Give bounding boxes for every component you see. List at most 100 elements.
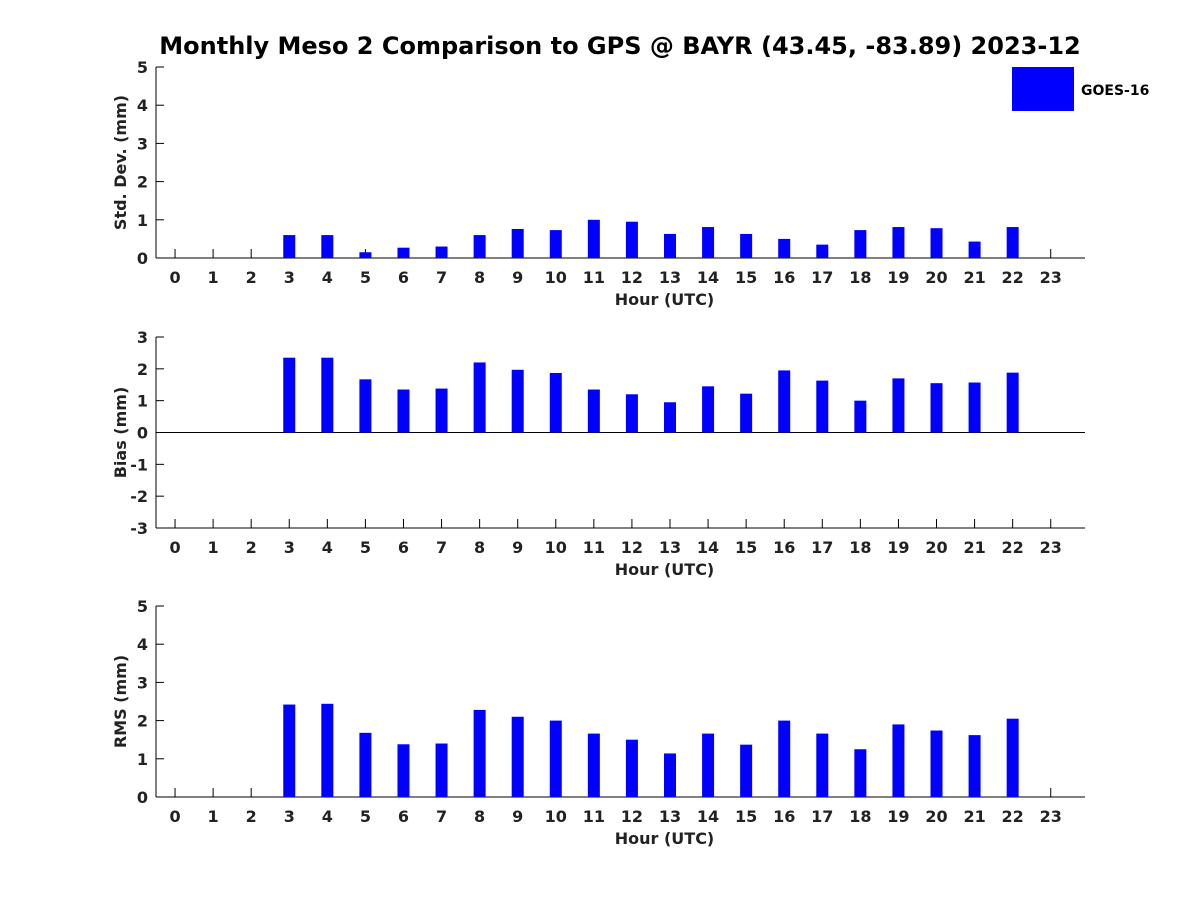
panel2-x-tick-label: 17 <box>811 807 833 826</box>
panel1-x-tick-label: 17 <box>811 538 833 557</box>
panel0-x-tick-label: 17 <box>811 268 833 287</box>
panel0-x-tick-label: 6 <box>398 268 409 287</box>
panel2-bar-hour-8 <box>473 709 486 797</box>
panel1-x-tick-label: 7 <box>436 538 447 557</box>
panel2-x-tick-label: 22 <box>1002 807 1024 826</box>
panel0-x-tick-label: 0 <box>169 268 180 287</box>
panel0-bar-hour-4 <box>321 235 334 258</box>
panel1-x-tick-label: 16 <box>773 538 795 557</box>
panel0-bar-hour-18 <box>854 230 867 258</box>
panel2-bar-hour-12 <box>625 739 638 797</box>
panel0-bar-hour-21 <box>968 241 981 258</box>
panel2-x-tick-label: 4 <box>322 807 333 826</box>
panel2-x-tick-label: 2 <box>246 807 257 826</box>
panel1-x-tick-label: 18 <box>849 538 871 557</box>
panel0-bar-hour-20 <box>930 228 943 258</box>
panel0-bar-hour-13 <box>663 233 676 258</box>
panel0-y-tick-label: 5 <box>137 58 148 77</box>
panel2-y-tick-label: 3 <box>137 673 148 692</box>
panel2-x-tick-label: 11 <box>583 807 605 826</box>
panel1-x-tick-label: 13 <box>659 538 681 557</box>
panel2-bar-hour-15 <box>740 744 753 797</box>
panel1-bar-hour-7 <box>435 388 448 433</box>
panel0-x-tick-label: 23 <box>1040 268 1062 287</box>
panel1-bar-hour-3 <box>283 357 296 433</box>
panel2-x-tick-label: 18 <box>849 807 871 826</box>
panel2-x-axis-label: Hour (UTC) <box>615 829 715 848</box>
panel2-x-tick-label: 14 <box>697 807 719 826</box>
panel1-y-tick-label: 3 <box>137 328 148 347</box>
panel0-bar-hour-17 <box>816 244 829 258</box>
panel0-bar-hour-3 <box>283 235 296 258</box>
panel1-bar-hour-6 <box>397 389 410 433</box>
panel0-x-tick-label: 3 <box>284 268 295 287</box>
panel2-bar-hour-9 <box>511 716 524 797</box>
panel1-x-tick-label: 2 <box>246 538 257 557</box>
panel2-bar-hour-11 <box>587 733 600 797</box>
panel1-bar-hour-10 <box>549 372 562 433</box>
panel2-bar-hour-14 <box>702 733 715 797</box>
panel2-x-tick-label: 21 <box>963 807 985 826</box>
panel1-y-tick-label: -1 <box>130 455 148 474</box>
panel1-x-tick-label: 14 <box>697 538 719 557</box>
panel1-x-tick-label: 20 <box>925 538 947 557</box>
panel0-x-tick-label: 11 <box>583 268 605 287</box>
panel1-x-tick-label: 0 <box>169 538 180 557</box>
panel0-x-tick-label: 19 <box>887 268 909 287</box>
panel2-bar-hour-21 <box>968 735 981 797</box>
panel2-bar-hour-7 <box>435 743 448 797</box>
panel1-x-tick-label: 10 <box>545 538 567 557</box>
panel0-x-tick-label: 10 <box>545 268 567 287</box>
panel0-y-tick-label: 3 <box>137 134 148 153</box>
panel2-x-tick-label: 12 <box>621 807 643 826</box>
panel1-bar-hour-4 <box>321 357 334 433</box>
panel1-y-tick-label: -3 <box>130 519 148 538</box>
panel0-bar-hour-14 <box>702 227 715 258</box>
panel2-y-tick-label: 5 <box>137 597 148 616</box>
panel0-x-tick-label: 8 <box>474 268 485 287</box>
panel2-bar-hour-6 <box>397 744 410 797</box>
panel1-bar-hour-11 <box>587 389 600 433</box>
panel2-x-tick-label: 15 <box>735 807 757 826</box>
panel0-y-tick-label: 0 <box>137 249 148 268</box>
panel2-x-tick-label: 6 <box>398 807 409 826</box>
panel2-bar-hour-10 <box>549 720 562 797</box>
panel0-x-tick-label: 7 <box>436 268 447 287</box>
panel1-x-tick-label: 21 <box>963 538 985 557</box>
legend-swatch <box>1012 67 1074 111</box>
panel0-y-tick-label: 1 <box>137 211 148 230</box>
panel1-x-tick-label: 8 <box>474 538 485 557</box>
panel1-y-tick-label: 1 <box>137 392 148 411</box>
panel1-x-tick-label: 1 <box>208 538 219 557</box>
panel1-bar-hour-17 <box>816 380 829 433</box>
panel2-x-tick-label: 20 <box>925 807 947 826</box>
panel2-x-tick-label: 13 <box>659 807 681 826</box>
panel1-bar-hour-18 <box>854 400 867 433</box>
panel1-bar-hour-22 <box>1006 372 1019 433</box>
panel2-bar-hour-4 <box>321 703 334 797</box>
panel1-bar-hour-14 <box>702 386 715 433</box>
panel2-x-tick-label: 7 <box>436 807 447 826</box>
panel0-x-tick-label: 1 <box>208 268 219 287</box>
chart-title: Monthly Meso 2 Comparison to GPS @ BAYR … <box>159 32 1080 60</box>
panel0-bar-hour-19 <box>892 227 905 258</box>
panel2-x-tick-label: 5 <box>360 807 371 826</box>
panel1-x-tick-label: 19 <box>887 538 909 557</box>
panel0-x-tick-label: 9 <box>512 268 523 287</box>
panel0-x-tick-label: 14 <box>697 268 719 287</box>
panel0-y-tick-label: 4 <box>137 96 148 115</box>
panel1-x-tick-label: 12 <box>621 538 643 557</box>
panel2-x-tick-label: 23 <box>1040 807 1062 826</box>
panel2-bar-hour-20 <box>930 730 943 797</box>
panel2-bar-hour-13 <box>663 753 676 797</box>
panel1-y-tick-label: 2 <box>137 360 148 379</box>
panel2-x-tick-label: 8 <box>474 807 485 826</box>
panel0-bar-hour-9 <box>511 228 524 258</box>
panel1-x-tick-label: 15 <box>735 538 757 557</box>
panel0-x-tick-label: 5 <box>360 268 371 287</box>
panel1-x-tick-label: 22 <box>1002 538 1024 557</box>
